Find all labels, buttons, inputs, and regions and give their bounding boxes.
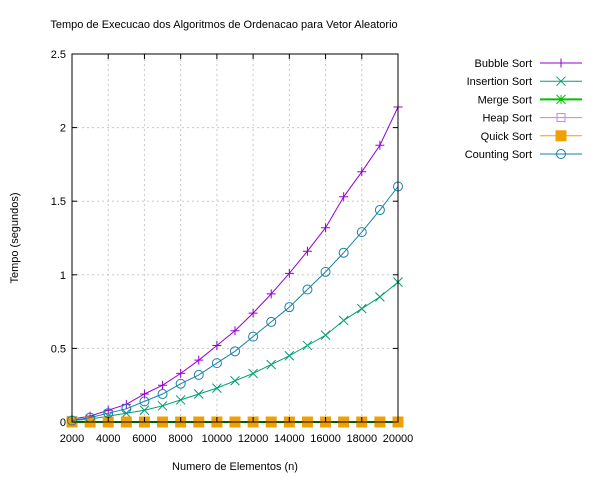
legend-item: Counting Sort [465,149,582,161]
legend-label: Heap Sort [482,113,532,125]
series-layer [66,102,404,428]
data-point [320,266,331,277]
data-point [356,227,367,238]
legend-item: Insertion Sort [467,76,582,88]
data-point [230,375,240,386]
series-line [71,186,399,421]
legend-label: Bubble Sort [475,58,532,70]
data-point [375,292,385,302]
y-tick-label: 0 [60,417,66,429]
data-point [175,395,186,405]
data-point [266,289,276,299]
x-tick-label: 20000 [383,433,414,445]
data-point [248,331,259,342]
data-point [157,400,168,411]
data-point [266,359,277,370]
data-point [284,350,295,361]
legend-item: Quick Sort [481,130,582,143]
x-tick-label: 12000 [238,433,269,445]
legend-item: Bubble Sort [475,58,582,70]
data-point [194,355,204,365]
data-point [157,389,168,400]
data-point [356,303,367,314]
data-point [121,403,132,414]
data-point [248,368,258,379]
series [67,181,403,426]
chart-title: Tempo de Execucao dos Algoritmos de Orde… [50,19,397,31]
data-point [139,396,150,407]
data-point [556,113,566,123]
data-point [302,246,312,256]
data-point [176,368,186,378]
legend-label: Counting Sort [465,149,532,161]
axes: 2000 4000 6000 8000 10000 12000 14000 16000 1800… [51,49,414,445]
data-point [375,140,385,150]
data-point [158,380,168,390]
legend-label: Quick Sort [481,131,532,143]
legend-item: Merge Sort [478,94,582,106]
data-point [212,340,222,350]
data-point [266,316,277,327]
x-tick-label: 10000 [202,433,233,445]
y-axis-label: Tempo (segundos) [9,192,21,283]
data-point [339,192,349,202]
data-point [193,369,204,380]
data-point [555,130,567,142]
data-point [230,326,240,336]
legend: Bubble Sort Insertion Sort Merge Sort Heap … [465,58,582,161]
data-point [556,94,566,105]
data-point [357,167,367,177]
data-point [556,149,566,159]
data-point [230,346,240,357]
series [67,102,403,424]
data-point [193,389,204,399]
data-point [321,223,331,233]
x-tick-label: 8000 [168,433,192,445]
x-tick-label: 16000 [310,433,341,445]
data-point [211,358,222,369]
data-point [175,378,186,389]
x-tick-label: 14000 [274,433,305,445]
data-point [556,76,566,87]
data-point [320,330,331,341]
data-point [302,340,313,351]
legend-item: Heap Sort [482,113,582,125]
y-tick-label: 1.5 [51,196,66,208]
data-point [374,205,385,216]
data-point [556,58,566,68]
data-point [302,284,313,295]
y-tick-label: 0.5 [51,343,66,355]
series-line [71,106,399,420]
x-tick-label: 6000 [132,433,156,445]
y-tick-label: 1 [60,270,66,282]
x-tick-label: 4000 [96,433,120,445]
data-point [338,315,349,326]
legend-label: Insertion Sort [467,76,532,88]
data-point [284,268,294,278]
data-point [139,405,150,416]
x-axis-label: Numero de Elementos (n) [172,461,298,473]
x-tick-label: 2000 [60,433,84,445]
data-point [284,302,295,313]
data-point [212,383,222,393]
x-tick-label: 18000 [346,433,377,445]
plot-frame [71,53,399,423]
legend-label: Merge Sort [478,94,532,106]
grid [72,54,398,422]
y-tick-label: 2 [60,123,66,135]
data-point [338,247,349,258]
data-point [248,308,258,318]
y-tick-label: 2.5 [51,49,66,61]
